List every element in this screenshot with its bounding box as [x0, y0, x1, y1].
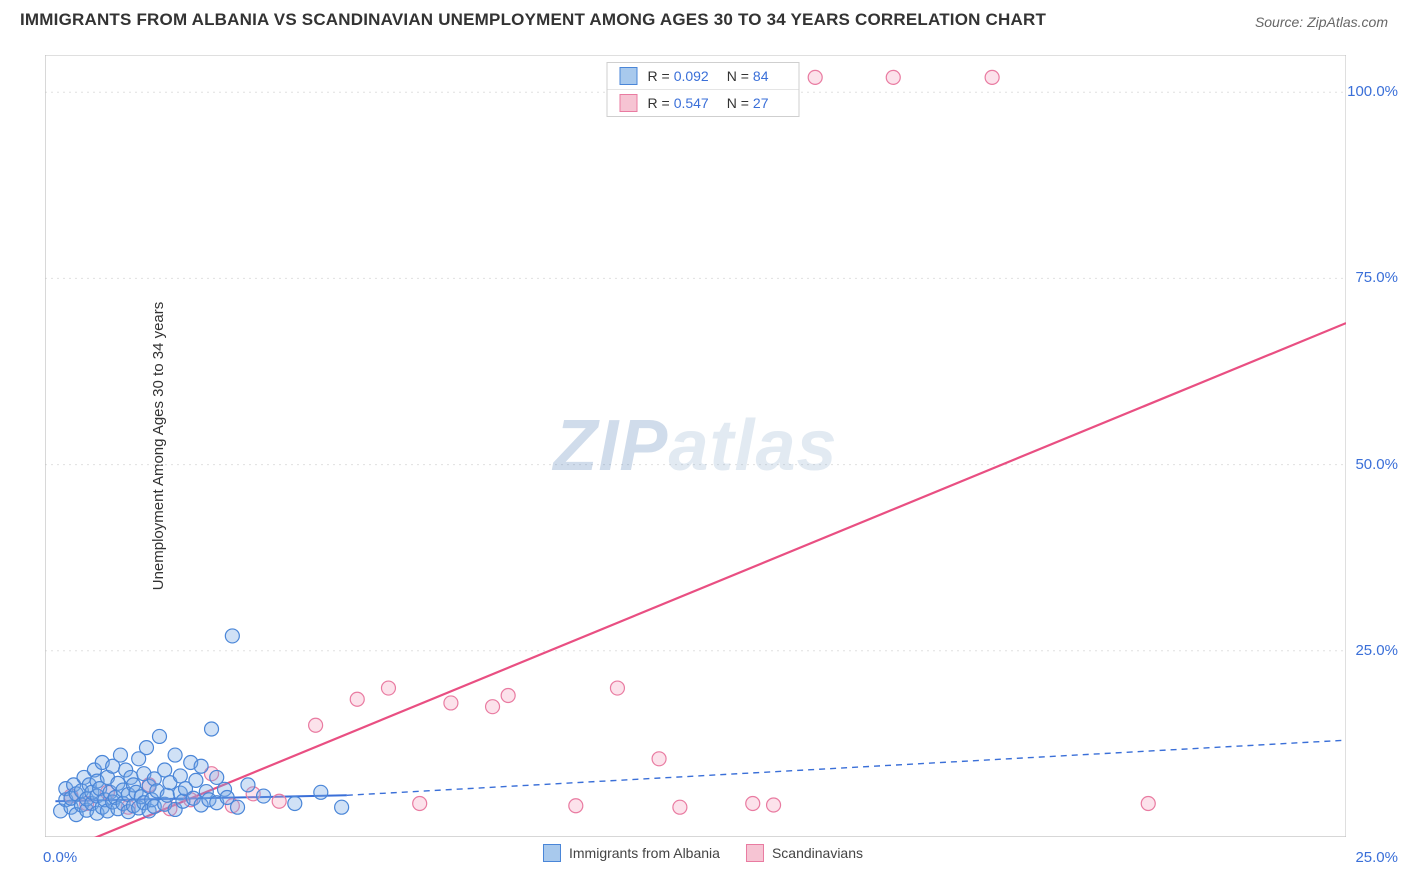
chart-title: IMMIGRANTS FROM ALBANIA VS SCANDINAVIAN … [20, 10, 1046, 30]
n-value-blue: 84 [753, 68, 769, 84]
r-value-pink: 0.547 [674, 95, 709, 111]
x-end-label: 25.0% [1355, 849, 1398, 866]
y-tick-label: 50.0% [1355, 456, 1398, 473]
legend-row-blue: R = 0.092 N = 84 [608, 63, 799, 90]
r-value-blue: 0.092 [674, 68, 709, 84]
origin-label: 0.0% [43, 849, 77, 866]
y-tick-label: 25.0% [1355, 642, 1398, 659]
swatch-pink [620, 94, 638, 112]
y-tick-label: 100.0% [1347, 83, 1398, 100]
chart-area: ZIPatlas [45, 55, 1346, 837]
source-label: Source: ZipAtlas.com [1255, 14, 1388, 30]
swatch-blue [620, 67, 638, 85]
legend-label-pink: Scandinavians [772, 845, 863, 861]
series-legend: Immigrants from Albania Scandinavians [543, 844, 863, 862]
correlation-legend: R = 0.092 N = 84 R = 0.547 N = 27 [607, 62, 800, 117]
legend-row-pink: R = 0.547 N = 27 [608, 90, 799, 116]
scatter-plot-svg [45, 55, 1346, 837]
legend-item-blue: Immigrants from Albania [543, 844, 720, 862]
legend-swatch-blue [543, 844, 561, 862]
legend-item-pink: Scandinavians [746, 844, 863, 862]
n-value-pink: 27 [753, 95, 769, 111]
legend-swatch-pink [746, 844, 764, 862]
y-tick-label: 75.0% [1355, 269, 1398, 286]
legend-label-blue: Immigrants from Albania [569, 845, 720, 861]
